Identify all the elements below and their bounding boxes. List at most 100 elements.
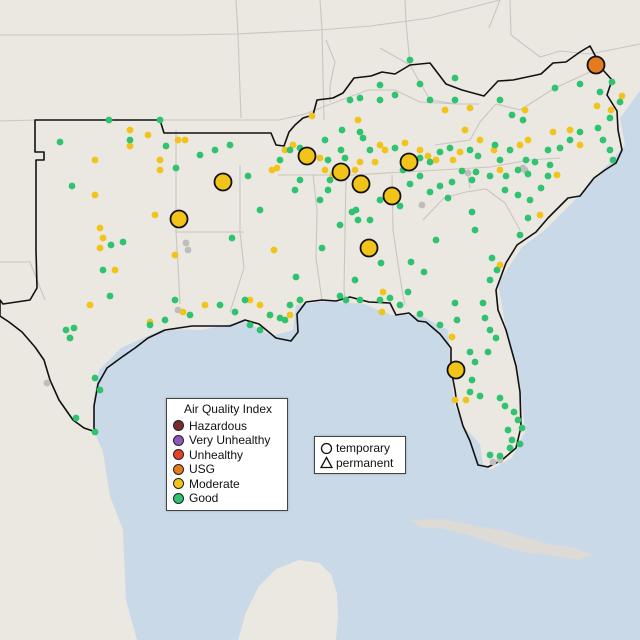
monitor-dot-moderate[interactable] bbox=[126, 126, 134, 134]
monitor-dot-good[interactable] bbox=[426, 188, 434, 196]
monitor-dot-good[interactable] bbox=[416, 172, 424, 180]
monitor-dot-good[interactable] bbox=[226, 141, 234, 149]
monitor-dot-moderate[interactable] bbox=[111, 266, 119, 274]
monitor-dot-good[interactable] bbox=[106, 292, 114, 300]
monitor-dot-good[interactable] bbox=[508, 111, 516, 119]
monitor-dot-good[interactable] bbox=[606, 146, 614, 154]
monitor-dot-good[interactable] bbox=[436, 148, 444, 156]
monitor-dot-good[interactable] bbox=[244, 172, 252, 180]
monitor-dot-good[interactable] bbox=[493, 266, 501, 274]
monitor-dot-good[interactable] bbox=[186, 311, 194, 319]
monitor-dot-good[interactable] bbox=[446, 144, 454, 152]
monitor-dot-moderate[interactable] bbox=[461, 126, 469, 134]
monitor-dot-good[interactable] bbox=[426, 158, 434, 166]
monitor-dot-moderate[interactable] bbox=[144, 131, 152, 139]
monitor-dot-moderate[interactable] bbox=[351, 166, 359, 174]
monitor-dot-good[interactable] bbox=[436, 321, 444, 329]
monitor-dot-good[interactable] bbox=[514, 166, 522, 174]
monitor-dot-good[interactable] bbox=[376, 96, 384, 104]
monitor-dot-good[interactable] bbox=[266, 311, 274, 319]
monitor-dot-good[interactable] bbox=[596, 88, 604, 96]
monitor-dot-good[interactable] bbox=[556, 144, 564, 152]
monitor-dot-moderate[interactable] bbox=[441, 106, 449, 114]
monitor-dot-good[interactable] bbox=[448, 178, 456, 186]
monitor-dot-moderate[interactable] bbox=[151, 211, 159, 219]
monitor-dot-good[interactable] bbox=[406, 180, 414, 188]
monitor-dot-good[interactable] bbox=[107, 241, 115, 249]
monitor-dot-good[interactable] bbox=[609, 156, 617, 164]
monitor-dot-good[interactable] bbox=[324, 156, 332, 164]
monitor-dot-good[interactable] bbox=[228, 234, 236, 242]
monitor-dot-good[interactable] bbox=[444, 194, 452, 202]
monitor-dot-good[interactable] bbox=[407, 258, 415, 266]
monitor-dot-good[interactable] bbox=[404, 288, 412, 296]
monitor-dot-moderate[interactable] bbox=[91, 191, 99, 199]
monitor-dot-good[interactable] bbox=[479, 299, 487, 307]
monitor-dot-good[interactable] bbox=[504, 426, 512, 434]
monitor-dot-good[interactable] bbox=[436, 182, 444, 190]
monitor-dot-good[interactable] bbox=[501, 402, 509, 410]
monitor-dot-moderate[interactable] bbox=[96, 224, 104, 232]
monitor-dot-good[interactable] bbox=[66, 334, 74, 342]
monitor-dot-good[interactable] bbox=[276, 156, 284, 164]
monitor-dot-good[interactable] bbox=[146, 321, 154, 329]
monitor-large-moderate[interactable] bbox=[446, 360, 466, 380]
monitor-dot-good[interactable] bbox=[406, 56, 414, 64]
monitor-dot-good[interactable] bbox=[492, 334, 500, 342]
monitor-dot-good[interactable] bbox=[336, 221, 344, 229]
monitor-dot-moderate[interactable] bbox=[96, 244, 104, 252]
monitor-dot-good[interactable] bbox=[488, 254, 496, 262]
monitor-dot-moderate[interactable] bbox=[99, 234, 107, 242]
monitor-dot-moderate[interactable] bbox=[381, 146, 389, 154]
monitor-dot-moderate[interactable] bbox=[536, 211, 544, 219]
monitor-dot-moderate[interactable] bbox=[524, 136, 532, 144]
monitor-dot-good[interactable] bbox=[91, 428, 99, 436]
monitor-dot-moderate[interactable] bbox=[371, 158, 379, 166]
monitor-dot-moderate[interactable] bbox=[179, 308, 187, 316]
monitor-large-moderate[interactable] bbox=[331, 162, 351, 182]
monitor-dot-good[interactable] bbox=[531, 158, 539, 166]
monitor-dot-moderate[interactable] bbox=[289, 141, 297, 149]
monitor-dot-good[interactable] bbox=[474, 152, 482, 160]
monitor-dot-moderate[interactable] bbox=[316, 154, 324, 162]
monitor-dot-good[interactable] bbox=[342, 296, 350, 304]
monitor-dot-moderate[interactable] bbox=[256, 301, 264, 309]
monitor-dot-good[interactable] bbox=[468, 176, 476, 184]
monitor-dot-moderate[interactable] bbox=[466, 104, 474, 112]
monitor-dot-good[interactable] bbox=[468, 208, 476, 216]
monitor-dot-good[interactable] bbox=[377, 259, 385, 267]
monitor-dot-good[interactable] bbox=[386, 294, 394, 302]
monitor-dot-moderate[interactable] bbox=[516, 141, 524, 149]
monitor-large-moderate[interactable] bbox=[382, 186, 402, 206]
monitor-dot-moderate[interactable] bbox=[321, 166, 329, 174]
monitor-dot-good[interactable] bbox=[286, 146, 294, 154]
monitor-dot-moderate[interactable] bbox=[462, 396, 470, 404]
monitor-dot-good[interactable] bbox=[341, 154, 349, 162]
monitor-dot-good[interactable] bbox=[514, 191, 522, 199]
monitor-dot-good[interactable] bbox=[496, 96, 504, 104]
monitor-dot-good[interactable] bbox=[522, 156, 530, 164]
monitor-dot-good[interactable] bbox=[606, 114, 614, 122]
monitor-dot-good[interactable] bbox=[356, 94, 364, 102]
monitor-dot-good[interactable] bbox=[351, 276, 359, 284]
monitor-dot-moderate[interactable] bbox=[378, 308, 386, 316]
monitor-dot-good[interactable] bbox=[56, 138, 64, 146]
monitor-dot-good[interactable] bbox=[594, 124, 602, 132]
monitor-dot-moderate[interactable] bbox=[553, 171, 561, 179]
monitor-dot-moderate[interactable] bbox=[308, 112, 316, 120]
monitor-dot-good[interactable] bbox=[196, 151, 204, 159]
monitor-dot-good[interactable] bbox=[466, 388, 474, 396]
monitor-dot-good[interactable] bbox=[486, 276, 494, 284]
monitor-dot-good[interactable] bbox=[72, 414, 80, 422]
monitor-dot-good[interactable] bbox=[451, 74, 459, 82]
monitor-dot-good[interactable] bbox=[366, 216, 374, 224]
monitor-dot-good[interactable] bbox=[326, 176, 334, 184]
monitor-dot-moderate[interactable] bbox=[156, 156, 164, 164]
monitor-dot-good[interactable] bbox=[286, 301, 294, 309]
monitor-dot-moderate[interactable] bbox=[449, 156, 457, 164]
monitor-dot-moderate[interactable] bbox=[424, 152, 432, 160]
monitor-dot-moderate[interactable] bbox=[521, 106, 529, 114]
monitor-dot-good[interactable] bbox=[501, 186, 509, 194]
monitor-dot-good[interactable] bbox=[256, 206, 264, 214]
monitor-dot-good[interactable] bbox=[466, 146, 474, 154]
